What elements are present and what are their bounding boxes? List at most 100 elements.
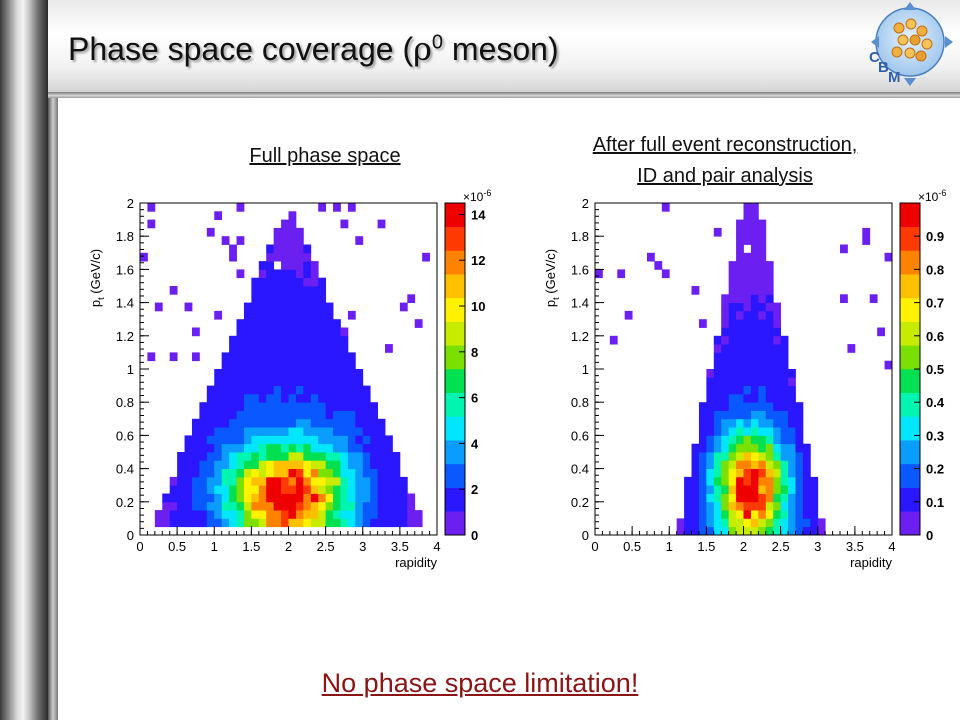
- heatmap-cell: [281, 286, 289, 295]
- heatmap-cell: [303, 244, 312, 254]
- heatmap-cell: [303, 344, 312, 353]
- heatmap-cell: [295, 369, 304, 378]
- colorbar-segment: [900, 369, 920, 394]
- heatmap-cell: [765, 510, 774, 519]
- heatmap-cell: [721, 294, 730, 303]
- heatmap-cell: [251, 402, 260, 411]
- heatmap-cell: [221, 485, 230, 494]
- heatmap-cell: [288, 294, 297, 303]
- heatmap-cell: [191, 518, 200, 528]
- heatmap-cell: [273, 402, 282, 411]
- heatmap-cell: [728, 344, 737, 353]
- heatmap-cell: [251, 344, 260, 353]
- heatmap-cell: [370, 485, 379, 494]
- heatmap-cell: [750, 468, 759, 478]
- heatmap-cell: [713, 410, 722, 420]
- heatmap-cell: [765, 468, 774, 478]
- heatmap-cell: [221, 476, 230, 486]
- heatmap-cell: [281, 452, 289, 461]
- heatmap-cell: [347, 418, 356, 428]
- heatmap-cell: [370, 402, 379, 411]
- heatmap-cell: [721, 452, 730, 461]
- colorbar-tick-label: 0.8: [926, 262, 944, 277]
- colorbar-segment: [445, 226, 465, 251]
- heatmap-cell: [385, 518, 393, 528]
- heatmap-cell: [325, 369, 334, 378]
- heatmap-cell: [728, 360, 737, 370]
- heatmap-cell: [750, 452, 759, 461]
- heatmap-cell: [750, 443, 759, 453]
- heatmap-cell: [347, 377, 356, 386]
- x-tick-label: 1.5: [242, 539, 260, 554]
- heatmap-cell: [288, 269, 297, 279]
- heatmap-cell: [236, 452, 245, 461]
- heatmap-cell: [765, 352, 774, 362]
- heatmap-cell: [377, 460, 386, 469]
- x-tick-label: 0.5: [623, 539, 641, 554]
- heatmap-cell: [661, 203, 670, 212]
- heatmap-cell: [177, 468, 185, 478]
- heatmap-cell: [310, 327, 319, 337]
- heatmap-cell: [243, 327, 252, 337]
- heatmap-cell: [810, 493, 819, 503]
- heatmap-cell: [177, 460, 185, 469]
- heatmap-cell: [206, 476, 215, 486]
- heatmap-cell: [221, 352, 230, 362]
- heatmap-cell: [325, 344, 334, 353]
- heatmap-cell: [303, 452, 312, 461]
- heatmap-cell: [340, 501, 349, 511]
- heatmap-cell: [243, 501, 252, 511]
- heatmap-cell: [310, 435, 319, 445]
- heatmap-cell: [251, 518, 260, 528]
- heatmap-cell: [273, 493, 282, 503]
- heatmap-cell: [221, 360, 230, 370]
- heatmap-cell: [736, 427, 744, 436]
- heatmap-cell: [310, 377, 319, 386]
- heatmap-cell: [385, 460, 393, 469]
- heatmap-cell: [333, 443, 341, 453]
- heatmap-cell: [773, 360, 782, 370]
- heatmap-cell: [765, 418, 774, 428]
- heatmap-cell: [266, 360, 275, 370]
- heatmap-cell: [221, 518, 230, 528]
- heatmap-cell: [251, 418, 260, 428]
- heatmap-cell: [281, 435, 289, 445]
- heatmap-cell: [728, 435, 737, 445]
- heatmap-cell: [706, 476, 715, 486]
- heatmap-cell: [728, 302, 737, 312]
- heatmap-cell: [258, 468, 267, 478]
- heatmap-cell: [318, 443, 327, 453]
- heatmap-cell: [154, 302, 163, 312]
- heatmap-cell: [802, 443, 811, 453]
- heatmap-cell: [370, 435, 379, 445]
- heatmap-cell: [736, 418, 744, 428]
- heatmap-cell: [765, 310, 774, 320]
- heatmap-cell: [318, 485, 327, 494]
- heatmap-cell: [221, 501, 230, 511]
- heatmap-cell: [236, 427, 245, 436]
- heatmap-cell: [869, 294, 878, 303]
- heatmap-cell: [370, 468, 379, 478]
- heatmap-cell: [199, 418, 208, 428]
- heatmap-cell: [362, 510, 371, 519]
- heatmap-cell: [728, 261, 737, 270]
- heatmap-cell: [273, 435, 282, 445]
- heatmap-cell: [810, 476, 819, 486]
- y-tick-label: 0: [582, 528, 589, 543]
- heatmap-cell: [310, 518, 319, 528]
- y-tick-label: 0.2: [571, 495, 589, 510]
- heatmap-cell: [206, 427, 215, 436]
- heatmap-cell: [750, 518, 759, 528]
- heatmap-cell: [214, 385, 223, 395]
- heatmap-cell: [743, 501, 752, 511]
- heatmap-cell: [333, 369, 341, 378]
- heatmap-cell: [407, 294, 416, 303]
- heatmap-cell: [258, 402, 267, 411]
- heatmap-cell: [758, 493, 767, 503]
- heatmap-cell: [281, 344, 289, 353]
- heatmap-cell: [780, 344, 789, 353]
- heatmap-cell: [266, 302, 275, 312]
- heatmap-cell: [392, 476, 401, 486]
- heatmap-cell: [251, 369, 260, 378]
